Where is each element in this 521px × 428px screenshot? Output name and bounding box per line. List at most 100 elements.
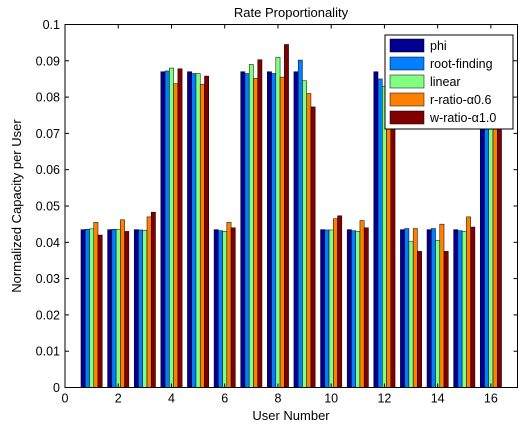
bar-user-8-series-3 — [275, 56, 281, 388]
bar-user-15-series-3 — [461, 231, 467, 388]
bar-user-7-series-3 — [248, 64, 254, 388]
bar-user-4-series-1 — [160, 71, 166, 388]
bar-user-15-series-2 — [457, 230, 463, 388]
bar-user-14-series-4 — [439, 223, 445, 388]
bar-user-1-series-3 — [89, 228, 94, 388]
x-tick-label: 12 — [377, 392, 391, 406]
y-tick-label: 0.06 — [36, 163, 60, 177]
bar-user-5-series-2 — [191, 73, 197, 388]
legend-label-5: w-ratio-α1.0 — [429, 111, 496, 125]
y-tick-label: 0.03 — [36, 272, 60, 286]
bar-user-12-series-4 — [386, 93, 392, 388]
legend-swatch-5 — [389, 110, 425, 125]
legend-label-3: linear — [430, 75, 461, 89]
y-tick-label: 0.08 — [36, 91, 60, 105]
bar-user-16-series-3 — [488, 85, 494, 388]
x-tick-label: 0 — [62, 392, 69, 406]
bar-user-11-series-3 — [355, 231, 361, 388]
bar-user-15-series-5 — [470, 226, 476, 388]
bar-user-8-series-4 — [279, 76, 285, 388]
bar-user-7-series-1 — [240, 71, 246, 388]
y-tick-label: 0 — [53, 381, 60, 395]
legend-swatch-4 — [389, 92, 425, 107]
bar-user-3-series-5 — [150, 211, 156, 388]
bar-user-1-series-5 — [97, 234, 103, 388]
bar-user-12-series-2 — [377, 78, 383, 388]
bar-user-4-series-2 — [164, 70, 170, 388]
bar-user-4-series-4 — [173, 83, 179, 388]
bar-user-1-series-4 — [93, 222, 99, 388]
y-tick-label: 0.04 — [36, 236, 60, 250]
bar-user-5-series-5 — [204, 75, 209, 388]
bar-user-6-series-5 — [230, 227, 236, 388]
legend-swatch-1 — [389, 38, 425, 53]
bar-user-16-series-5 — [497, 115, 502, 388]
bar-user-9-series-3 — [302, 80, 307, 388]
bar-user-9-series-2 — [297, 59, 303, 388]
bar-user-11-series-4 — [359, 220, 365, 388]
bars-layer — [80, 44, 502, 388]
bar-user-6-series-2 — [218, 230, 223, 388]
y-tick-label: 0.07 — [36, 127, 60, 141]
bar-user-1-series-2 — [84, 228, 90, 388]
bar-user-3-series-1 — [133, 229, 139, 388]
y-axis-title: Normalized Capacity per User — [9, 119, 24, 293]
bar-user-7-series-2 — [244, 73, 250, 388]
bar-user-13-series-1 — [400, 229, 405, 388]
bar-user-9-series-5 — [310, 106, 316, 388]
ticks-layer: 0 2 4 6 8 10 12 14 16 0 0.01 0.02 0.03 0.04 0.05 0.06 0.… — [36, 18, 518, 406]
y-tick-label: 0.02 — [36, 308, 60, 322]
bar-user-12-series-1 — [373, 71, 379, 388]
bar-user-5-series-1 — [187, 71, 192, 388]
bar-user-7-series-4 — [253, 77, 258, 388]
x-tick-label: 6 — [221, 392, 228, 406]
bar-user-14-series-3 — [435, 240, 441, 388]
bar-user-14-series-5 — [443, 251, 449, 388]
bar-user-8-series-5 — [284, 44, 289, 388]
y-tick-label: 0.05 — [36, 200, 60, 214]
bar-user-8-series-2 — [271, 73, 277, 388]
bar-user-14-series-1 — [426, 229, 432, 388]
bar-user-14-series-2 — [431, 228, 436, 388]
bar-user-13-series-4 — [412, 228, 418, 388]
bar-user-12-series-5 — [390, 115, 396, 388]
bar-user-10-series-1 — [320, 229, 326, 388]
legend-swatch-2 — [389, 56, 425, 71]
bar-user-5-series-3 — [195, 73, 201, 388]
bar-user-8-series-1 — [267, 71, 272, 388]
bar-user-16-series-4 — [492, 93, 498, 388]
bar-user-6-series-3 — [222, 231, 228, 388]
bar-user-9-series-4 — [306, 93, 312, 388]
bar-user-2-series-5 — [124, 231, 130, 388]
bar-user-2-series-4 — [120, 219, 125, 388]
bar-user-13-series-3 — [408, 241, 414, 388]
chart-title: Rate Proportionality — [234, 5, 349, 20]
bar-user-13-series-5 — [417, 251, 422, 388]
y-tick-label: 0.1 — [43, 18, 60, 32]
x-tick-label: 14 — [431, 392, 445, 406]
legend-label-4: r-ratio-α0.6 — [430, 93, 491, 107]
bar-user-11-series-2 — [351, 230, 356, 388]
bar-user-11-series-1 — [346, 229, 352, 388]
legend-label-2: root-finding — [430, 57, 493, 71]
bar-user-3-series-4 — [146, 216, 152, 388]
bar-user-10-series-4 — [333, 218, 338, 388]
bar-user-15-series-1 — [453, 229, 459, 388]
legend-swatch-3 — [389, 74, 425, 89]
bar-user-15-series-4 — [466, 216, 471, 388]
legend-label-1: phi — [430, 39, 447, 53]
bar-user-2-series-3 — [115, 229, 121, 388]
bar-user-3-series-2 — [138, 229, 143, 388]
bar-user-10-series-2 — [324, 229, 330, 388]
bar-user-11-series-5 — [363, 227, 369, 388]
bar-user-10-series-3 — [328, 229, 334, 388]
bar-user-2-series-2 — [111, 228, 117, 388]
bar-user-9-series-1 — [293, 71, 299, 388]
bar-user-10-series-5 — [337, 215, 343, 388]
x-axis-title: User Number — [252, 408, 330, 423]
plot-area: 0 2 4 6 8 10 12 14 16 0 0.01 0.02 0.03 0.04 0.05 0.06 0.… — [36, 18, 518, 406]
y-tick-label: 0.01 — [36, 345, 60, 359]
bar-user-12-series-3 — [382, 85, 387, 388]
x-tick-label: 4 — [168, 392, 175, 406]
